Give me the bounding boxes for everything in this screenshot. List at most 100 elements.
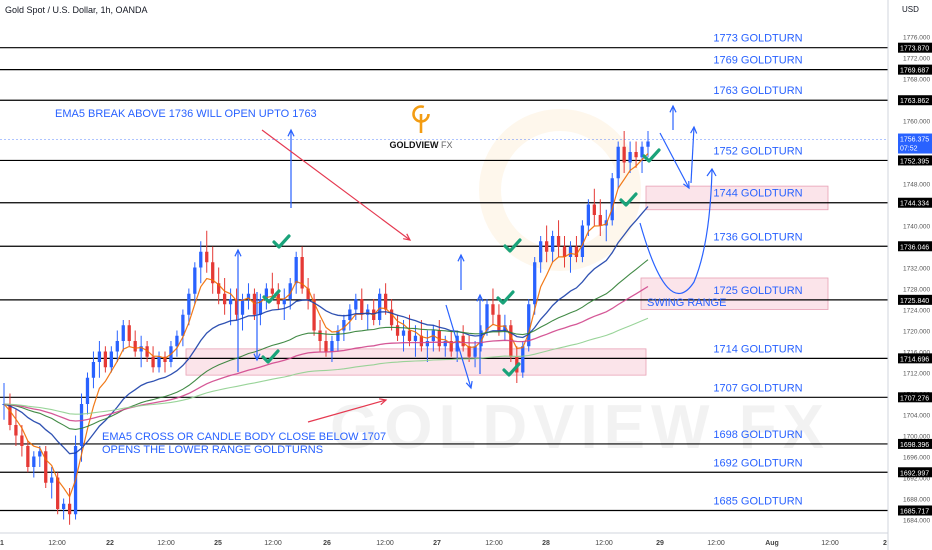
candle bbox=[103, 346, 108, 373]
candle bbox=[383, 283, 388, 315]
level-tag-bg bbox=[898, 95, 932, 106]
candle bbox=[199, 241, 203, 284]
candle bbox=[527, 299, 531, 352]
candle bbox=[222, 278, 227, 315]
candle bbox=[139, 335, 143, 368]
up-arrow bbox=[669, 104, 677, 130]
candle bbox=[175, 330, 179, 357]
candle-body bbox=[211, 262, 215, 284]
up-arrow-head bbox=[234, 248, 242, 257]
candle-body bbox=[389, 309, 394, 326]
candle-body bbox=[222, 293, 227, 305]
candle-body bbox=[50, 477, 54, 483]
candle bbox=[127, 320, 131, 347]
level-tag-bg bbox=[898, 241, 932, 252]
level-tag: 1714.696 bbox=[900, 356, 929, 363]
level-label: 1685 GOLDTURN bbox=[713, 495, 802, 507]
up-arrow-shaft bbox=[307, 399, 387, 423]
candle bbox=[181, 309, 185, 347]
candle-body bbox=[252, 293, 257, 315]
candle-body bbox=[121, 325, 125, 341]
candle bbox=[467, 335, 471, 362]
candle-body bbox=[187, 293, 191, 315]
candle-body bbox=[175, 335, 179, 347]
y-tick-label: 1760.000 bbox=[903, 119, 930, 126]
candle bbox=[634, 141, 638, 168]
up-arrow bbox=[307, 398, 388, 423]
candle bbox=[97, 341, 102, 378]
up-arrow-head bbox=[457, 253, 465, 262]
candle-body bbox=[628, 152, 632, 163]
candle bbox=[413, 325, 418, 357]
check-mark bbox=[619, 192, 638, 207]
candle-body bbox=[503, 325, 507, 331]
y-tick-label: 1768.000 bbox=[903, 77, 930, 84]
down-arrow-head bbox=[403, 233, 412, 241]
level-tag-bg bbox=[898, 467, 932, 478]
candle-body bbox=[461, 335, 465, 347]
candle bbox=[61, 498, 66, 520]
level-label: 1744 GOLDTURN bbox=[713, 188, 802, 200]
level-tag-bg bbox=[898, 42, 932, 53]
brand-name-suffix: FX bbox=[441, 140, 453, 150]
y-tick-label: 1728.000 bbox=[903, 287, 930, 294]
down-arrow bbox=[253, 292, 261, 362]
annotation-text: EMA5 BREAK ABOVE 1736 WILL OPEN UPTO 176… bbox=[55, 108, 317, 120]
down-arrow-shaft bbox=[659, 132, 690, 189]
level-label: 1725 GOLDTURN bbox=[713, 285, 802, 297]
x-tick-label: 27 bbox=[433, 540, 441, 547]
candle bbox=[145, 341, 149, 362]
candle-body bbox=[193, 267, 197, 294]
candle-body bbox=[32, 456, 36, 467]
up-arrow-head bbox=[287, 128, 295, 137]
x-tick-label: Aug bbox=[765, 540, 779, 547]
candle bbox=[610, 173, 614, 226]
candle bbox=[26, 440, 30, 473]
candle bbox=[306, 278, 310, 310]
level-label: 1698 GOLDTURN bbox=[713, 429, 802, 441]
candle-body bbox=[234, 299, 239, 315]
chart-title: Gold Spot / U.S. Dollar, 1h, OANDA bbox=[5, 5, 148, 15]
x-tick-label: 12:00 bbox=[376, 540, 394, 547]
up-arrow-head bbox=[476, 293, 484, 302]
candle bbox=[300, 246, 304, 294]
candle-body bbox=[85, 377, 90, 404]
candle-body bbox=[354, 299, 358, 310]
candle-body bbox=[38, 451, 42, 457]
level-label: 1773 GOLDTURN bbox=[713, 33, 802, 45]
y-tick-label: 1692.000 bbox=[903, 476, 930, 483]
candle-body bbox=[79, 404, 84, 446]
candle-body bbox=[44, 451, 48, 483]
annotation-text: OPENS THE LOWER RANGE GOLDTURNS bbox=[102, 444, 323, 456]
candle-body bbox=[646, 141, 650, 147]
x-tick-label: 12:00 bbox=[821, 540, 839, 547]
candle-body bbox=[491, 304, 495, 315]
candle bbox=[246, 283, 251, 310]
candle bbox=[640, 141, 644, 173]
candle-body bbox=[181, 314, 185, 336]
candle-body bbox=[282, 299, 286, 305]
up-arrow bbox=[287, 128, 295, 208]
x-tick-label: 12:00 bbox=[595, 540, 613, 547]
candle bbox=[491, 288, 495, 326]
candle-body bbox=[544, 241, 549, 252]
candle-body bbox=[401, 330, 406, 336]
candle bbox=[133, 330, 137, 357]
candle-body bbox=[616, 146, 620, 179]
up-arrow bbox=[476, 293, 484, 374]
x-tick-label: 28 bbox=[542, 540, 550, 547]
level-tag: 1744.334 bbox=[900, 201, 929, 208]
last-price-tag-bg bbox=[898, 133, 932, 154]
candle bbox=[556, 220, 561, 257]
candle-body bbox=[264, 288, 269, 299]
level-tag: 1725.840 bbox=[900, 298, 929, 305]
level-label: 1736 GOLDTURN bbox=[713, 231, 802, 243]
candle bbox=[425, 330, 430, 362]
candle bbox=[211, 246, 215, 294]
candle bbox=[32, 451, 36, 478]
candle bbox=[252, 288, 257, 320]
candle bbox=[646, 131, 650, 158]
candle bbox=[348, 304, 352, 331]
candle-body bbox=[449, 341, 453, 352]
level-tag: 1752.395 bbox=[900, 158, 929, 165]
